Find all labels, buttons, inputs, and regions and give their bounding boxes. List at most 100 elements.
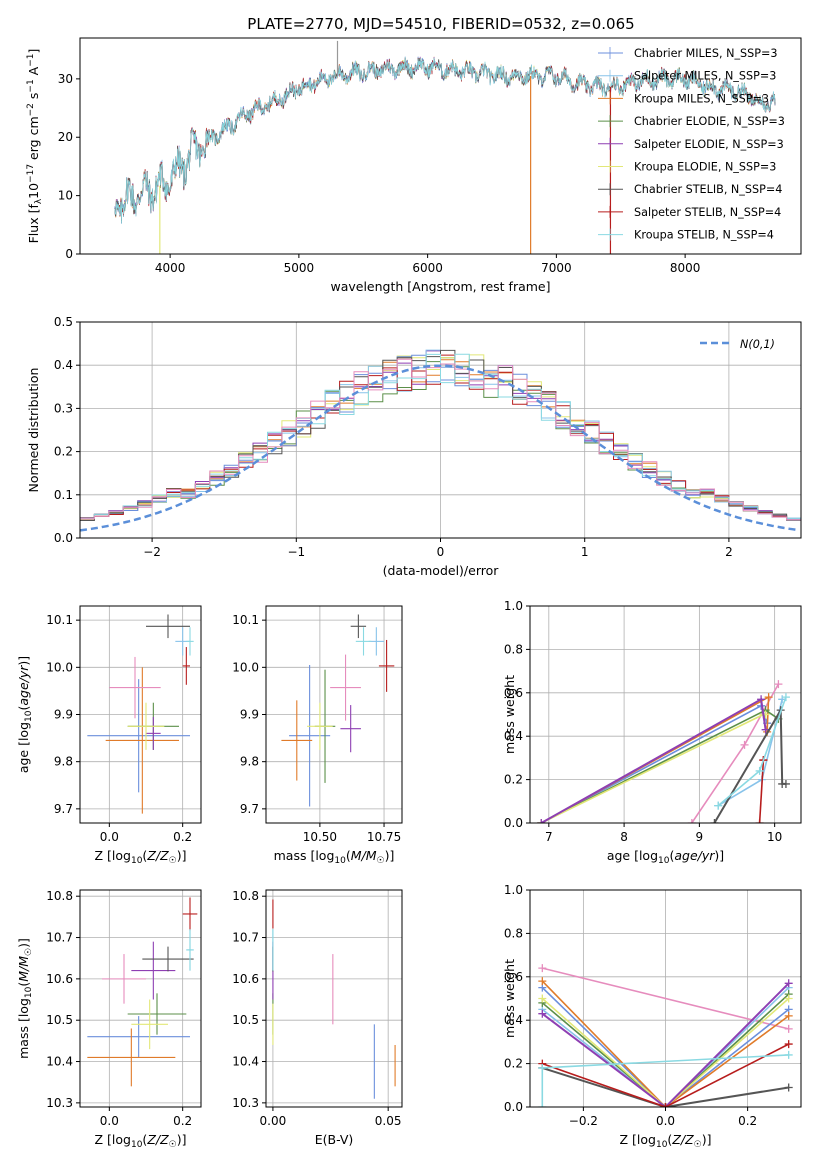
legend-label: Salpeter ELODIE, N_SSP=3 xyxy=(634,138,784,151)
y-tick-label: 1.0 xyxy=(504,599,523,613)
mass-weight-marker xyxy=(784,1024,793,1033)
y-tick-label: 10.0 xyxy=(232,660,259,674)
mass-weight-line xyxy=(717,696,787,807)
mass-vs-extinction-panel: 0.00 0.05 10.3 10.4 10.5 10.6 10.7 10.8 E(B-V) xyxy=(232,889,403,1147)
x-tick-label: 10.50 xyxy=(303,830,337,844)
x-axis-label: Z [log10(Z/Z☉)] xyxy=(95,848,187,866)
y-tick-label: 0.2 xyxy=(54,445,73,459)
mass-weight-line xyxy=(542,1043,790,1107)
mass-weight-line xyxy=(542,967,789,1030)
mass-weight-marker xyxy=(784,1011,793,1020)
y-tick-label: 9.9 xyxy=(240,708,259,722)
mass-weight-marker xyxy=(784,1050,793,1059)
y-axis-label: age [log10(age/yr)] xyxy=(16,656,34,773)
axes-frame xyxy=(79,37,802,255)
y-tick-label: 9.7 xyxy=(54,802,73,816)
mass-weight-marker xyxy=(784,1083,793,1092)
y-tick-label: 10.3 xyxy=(232,1096,259,1110)
x-tick-label: 7 xyxy=(545,830,553,844)
legend-label: Chabrier MILES, N_SSP=3 xyxy=(634,47,777,60)
y-tick-label: 10 xyxy=(58,189,73,203)
mass-weight-line xyxy=(541,1066,789,1107)
mass-weight-marker xyxy=(764,693,773,702)
x-axis-label: Z [log10(Z/Z☉)] xyxy=(620,1132,712,1150)
y-tick-label: 10.4 xyxy=(232,1055,259,1069)
age_vs_Z-plot-area xyxy=(80,606,201,823)
residuals-plot-area xyxy=(80,322,801,538)
y-tick-label: 10.8 xyxy=(46,889,73,903)
mass-weight-marker xyxy=(714,801,723,810)
y-tick-label: 0.8 xyxy=(504,642,523,656)
age-vs-mass-panel: 10.50 10.75 9.7 9.8 9.9 10.0 10.1 mass [log10(M… xyxy=(232,605,403,866)
x-tick-label: 7000 xyxy=(541,261,572,275)
y-tick-label: 0.0 xyxy=(54,531,73,545)
age-vs-metallicity-panel: 0.0 0.2 9.7 9.8 9.9 10.0 10.1 Z [log10(Z/Z☉)] ag… xyxy=(16,605,202,866)
y-tick-label: 10.6 xyxy=(46,972,73,986)
y-axis-label: mass [log10(M/M☉)] xyxy=(16,938,34,1059)
x-axis-label: wavelength [Angstrom, rest frame] xyxy=(330,279,550,294)
y-tick-label: 0.6 xyxy=(504,686,523,700)
mass-weight-marker xyxy=(538,1009,547,1018)
y-tick-label: 20 xyxy=(58,130,73,144)
x-tick-label: 10.75 xyxy=(367,830,401,844)
x-axis-label: E(B-V) xyxy=(315,1132,354,1147)
gaussian-reference-curve xyxy=(80,364,799,532)
mass-weight-line xyxy=(541,987,790,1107)
y-tick-label: 9.8 xyxy=(240,755,259,769)
y-tick-label: 0 xyxy=(65,247,73,261)
mass-weight-line xyxy=(541,987,790,1107)
mass-weight-marker xyxy=(710,819,719,823)
mass-weight-line xyxy=(541,982,790,1107)
x-tick-label: 10 xyxy=(767,830,782,844)
y-tick-label: 10.1 xyxy=(232,613,259,627)
mass-weight-marker xyxy=(784,1040,793,1049)
y-tick-label: 0.2 xyxy=(504,1057,523,1071)
axes-frame xyxy=(79,605,202,824)
mass-weight-marker xyxy=(781,693,790,702)
axes-frame xyxy=(265,605,403,824)
y-tick-label: 0.4 xyxy=(504,729,523,743)
mass_vs_EBV-plot-area xyxy=(266,890,402,1107)
mass-weight-marker xyxy=(661,1103,670,1107)
y-tick-label: 9.8 xyxy=(54,755,73,769)
mass-weight-line xyxy=(541,997,790,1107)
y-tick-label: 10.5 xyxy=(46,1013,73,1027)
x-tick-label: 9 xyxy=(696,830,704,844)
mass-weight-marker xyxy=(757,695,766,704)
y-tick-label: 0.4 xyxy=(54,358,73,372)
mass-weight-marker xyxy=(538,964,547,973)
age_vs_mass-plot-area xyxy=(266,606,402,823)
mass-weight-marker xyxy=(784,994,793,1003)
x-tick-label: 1 xyxy=(581,545,589,559)
y-tick-label: 9.9 xyxy=(54,708,73,722)
x-tick-label: 0 xyxy=(437,545,445,559)
x-tick-label: −1 xyxy=(287,545,305,559)
x-axis-label: mass [log10(M/M☉)] xyxy=(274,848,395,866)
x-tick-label: −0.2 xyxy=(569,1114,598,1128)
legend-label: Kroupa ELODIE, N_SSP=3 xyxy=(634,161,776,174)
y-tick-label: 0.6 xyxy=(504,970,523,984)
mass-weight-marker xyxy=(538,977,547,986)
y-axis-label: mass weight xyxy=(502,675,517,754)
mass-weight-marker xyxy=(755,819,764,823)
mass-weight-marker xyxy=(774,680,783,689)
y-tick-label: 0.4 xyxy=(504,1013,523,1027)
legend-label: Chabrier ELODIE, N_SSP=3 xyxy=(634,115,785,128)
legend-label: N(0,1) xyxy=(740,338,775,351)
y-tick-label: 0.1 xyxy=(54,488,73,502)
x-tick-label: 0.00 xyxy=(260,1114,287,1128)
x-tick-label: 0.2 xyxy=(738,1114,757,1128)
y-tick-label: 10.5 xyxy=(232,1013,259,1027)
y-tick-label: 30 xyxy=(58,72,73,86)
x-tick-label: 0.0 xyxy=(100,1114,119,1128)
y-axis-label: Normed distribution xyxy=(26,368,41,493)
legend-label: Kroupa STELIB, N_SSP=4 xyxy=(634,229,774,242)
weight-vs-age-panel: 7 8 9 10 0.0 0.2 0.4 0.6 0.8 1.0 age [log10(age/yr… xyxy=(502,599,802,866)
y-tick-label: 0.3 xyxy=(54,401,73,415)
y-tick-label: 10.8 xyxy=(232,889,259,903)
y-tick-label: 0.2 xyxy=(504,773,523,787)
y-tick-label: 10.7 xyxy=(46,931,73,945)
weight_vs_Z-plot-area xyxy=(530,890,801,1107)
axes-frame xyxy=(79,889,202,1108)
legend-label: Salpeter STELIB, N_SSP=4 xyxy=(634,206,781,219)
